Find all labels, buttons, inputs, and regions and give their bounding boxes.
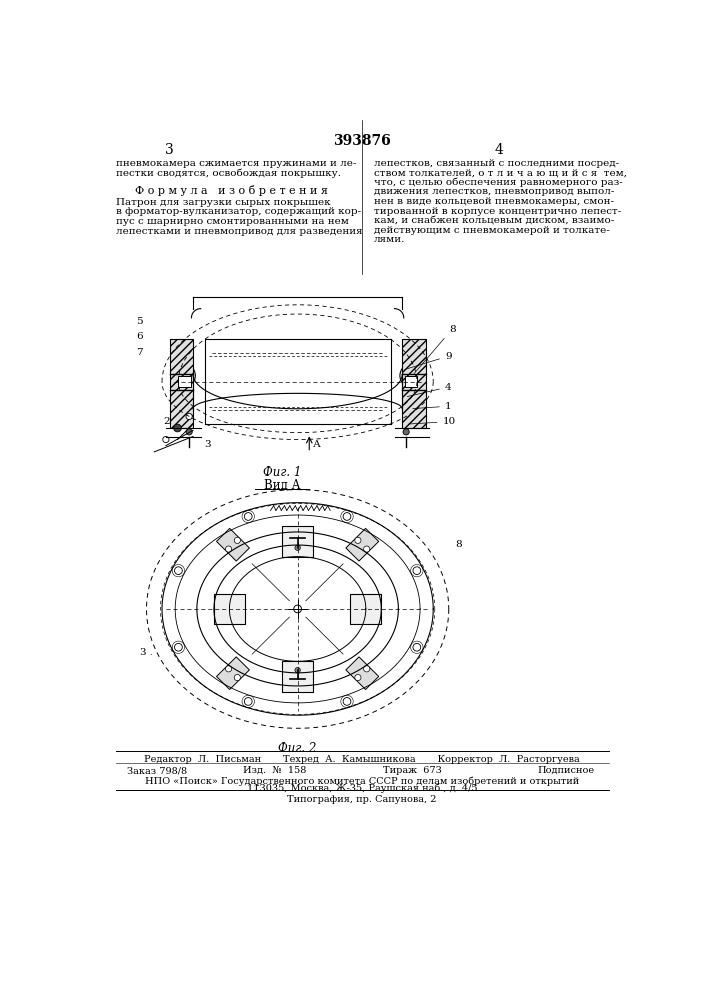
Text: Заказ 798/8: Заказ 798/8	[127, 766, 187, 775]
Text: Подписное: Подписное	[538, 766, 595, 775]
Text: тированной в корпусе концентрично лепест-: тированной в корпусе концентрично лепест…	[373, 207, 621, 216]
Polygon shape	[216, 528, 250, 561]
Polygon shape	[178, 376, 191, 387]
Circle shape	[163, 436, 169, 443]
Text: 3: 3	[204, 440, 211, 449]
Circle shape	[226, 546, 232, 552]
Text: 6: 6	[136, 332, 143, 341]
Circle shape	[407, 370, 418, 381]
Text: НПО «Поиск» Государственного комитета СССР по делам изобретений и открытий: НПО «Поиск» Государственного комитета СС…	[145, 776, 579, 786]
Text: Ф о р м у л а   и з о б р е т е н и я: Ф о р м у л а и з о б р е т е н и я	[135, 185, 328, 196]
Text: что, с целью обеспечения равномерного раз-: что, с целью обеспечения равномерного ра…	[373, 178, 622, 187]
Text: 8: 8	[455, 540, 462, 549]
Polygon shape	[282, 661, 313, 692]
Circle shape	[226, 666, 232, 672]
Text: пестки сводятся, освобождая покрышку.: пестки сводятся, освобождая покрышку.	[115, 168, 341, 178]
Text: Патрон для загрузки сырых покрышек: Патрон для загрузки сырых покрышек	[115, 198, 330, 207]
Circle shape	[177, 370, 188, 381]
Polygon shape	[351, 594, 381, 624]
Text: 2: 2	[163, 417, 170, 426]
Text: 9: 9	[405, 352, 452, 369]
Polygon shape	[402, 339, 426, 428]
Text: ством толкателей, о т л и ч а ю щ и й с я  тем,: ством толкателей, о т л и ч а ю щ и й с …	[373, 168, 626, 177]
Circle shape	[343, 513, 351, 520]
Text: Фиг. 2: Фиг. 2	[279, 742, 317, 755]
Text: кам, и снабжен кольцевым диском, взаимо-: кам, и снабжен кольцевым диском, взаимо-	[373, 216, 614, 225]
Polygon shape	[170, 339, 193, 428]
Circle shape	[413, 643, 421, 651]
Circle shape	[175, 643, 182, 651]
Text: 3: 3	[139, 648, 151, 657]
Circle shape	[234, 674, 240, 681]
Circle shape	[295, 667, 300, 673]
Circle shape	[186, 413, 192, 420]
Text: 4: 4	[407, 382, 452, 397]
Text: лепестками и пневмопривод для разведения: лепестками и пневмопривод для разведения	[115, 227, 362, 236]
Text: 7: 7	[136, 348, 143, 357]
Text: 393876: 393876	[333, 134, 391, 148]
Text: 5: 5	[136, 317, 143, 326]
Circle shape	[234, 537, 240, 543]
Text: лепестков, связанный с последними посред-: лепестков, связанный с последними посред…	[373, 158, 619, 167]
Circle shape	[343, 698, 351, 705]
Polygon shape	[216, 657, 250, 690]
Text: Фиг. 1: Фиг. 1	[263, 466, 301, 480]
Circle shape	[363, 666, 370, 672]
Text: 113035, Москва, Ж-35, Раушская наб., д. 4/5: 113035, Москва, Ж-35, Раушская наб., д. …	[247, 784, 477, 793]
Text: Вид А: Вид А	[264, 479, 300, 492]
Polygon shape	[214, 594, 245, 624]
Circle shape	[174, 424, 182, 432]
Text: пус с шарнирно смонтированными на нем: пус с шарнирно смонтированными на нем	[115, 217, 349, 226]
Text: движения лепестков, пневмопривод выпол-: движения лепестков, пневмопривод выпол-	[373, 187, 614, 196]
Polygon shape	[404, 376, 417, 387]
Text: действующим с пневмокамерой и толкате-: действующим с пневмокамерой и толкате-	[373, 226, 609, 235]
Text: Редактор  Л.  Письман       Техред  А.  Камышникова       Корректор  Л.  Расторг: Редактор Л. Письман Техред А. Камышников…	[144, 755, 580, 764]
Text: 4: 4	[495, 143, 503, 157]
Circle shape	[186, 429, 192, 435]
Text: лями.: лями.	[373, 235, 405, 244]
Polygon shape	[282, 526, 313, 557]
Circle shape	[175, 567, 182, 574]
Circle shape	[295, 545, 300, 550]
Circle shape	[245, 698, 252, 705]
Circle shape	[355, 537, 361, 543]
Text: 8: 8	[414, 325, 455, 374]
Circle shape	[363, 546, 370, 552]
Text: Изд.  №  158: Изд. № 158	[243, 766, 307, 775]
Circle shape	[413, 567, 421, 574]
Circle shape	[293, 605, 301, 613]
Text: в форматор-вулканизатор, содержащий кор-: в форматор-вулканизатор, содержащий кор-	[115, 207, 361, 216]
Text: нен в виде кольцевой пневмокамеры, смон-: нен в виде кольцевой пневмокамеры, смон-	[373, 197, 614, 206]
Text: А: А	[313, 440, 321, 449]
Polygon shape	[346, 528, 379, 561]
Text: пневмокамера сжимается пружинами и ле-: пневмокамера сжимается пружинами и ле-	[115, 158, 356, 167]
Circle shape	[355, 674, 361, 681]
Text: Типография, пр. Сапунова, 2: Типография, пр. Сапунова, 2	[287, 795, 437, 804]
Circle shape	[403, 429, 409, 435]
Text: Тираж  673: Тираж 673	[383, 766, 442, 775]
Text: 1: 1	[413, 402, 452, 411]
Text: 3: 3	[165, 143, 174, 157]
Circle shape	[245, 513, 252, 520]
Text: 10: 10	[409, 417, 456, 426]
Polygon shape	[346, 657, 379, 690]
